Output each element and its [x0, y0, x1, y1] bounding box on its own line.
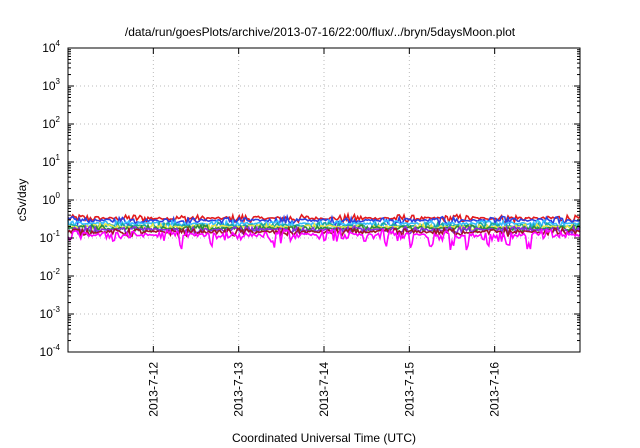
y-axis-label: cSv/day [15, 179, 29, 222]
chart-title: /data/run/goesPlots/archive/2013-07-16/2… [125, 25, 516, 39]
y-tick-label: 10-4 [40, 343, 61, 359]
x-tick-label: 2013-7-14 [317, 362, 331, 417]
x-tick-label: 2013-7-13 [232, 362, 246, 417]
y-tick-label: 104 [42, 39, 60, 55]
series-line [67, 227, 581, 251]
series-group [67, 211, 581, 251]
y-tick-label: 101 [42, 153, 60, 169]
y-tick-label: 103 [42, 77, 60, 93]
series-line [67, 213, 581, 228]
series-line [67, 225, 581, 240]
y-tick-label: 10-1 [40, 229, 61, 245]
grid [68, 48, 580, 352]
y-tick-label: 102 [42, 115, 60, 131]
x-tick-label: 2013-7-16 [488, 362, 502, 417]
x-tick-label: 2013-7-12 [146, 362, 160, 417]
y-tick-label: 10-3 [40, 305, 61, 321]
plot-frame [67, 47, 581, 353]
y-tick-label: 10-2 [40, 267, 61, 283]
series-line [67, 221, 581, 233]
x-axis-label: Coordinated Universal Time (UTC) [232, 431, 416, 445]
x-tick-label: 2013-7-15 [402, 362, 416, 417]
y-tick-label: 100 [42, 191, 60, 207]
ticks: 104 103 102 101 100 10-1 10-2 10-3 10-4 2013-7-12… [40, 39, 580, 417]
